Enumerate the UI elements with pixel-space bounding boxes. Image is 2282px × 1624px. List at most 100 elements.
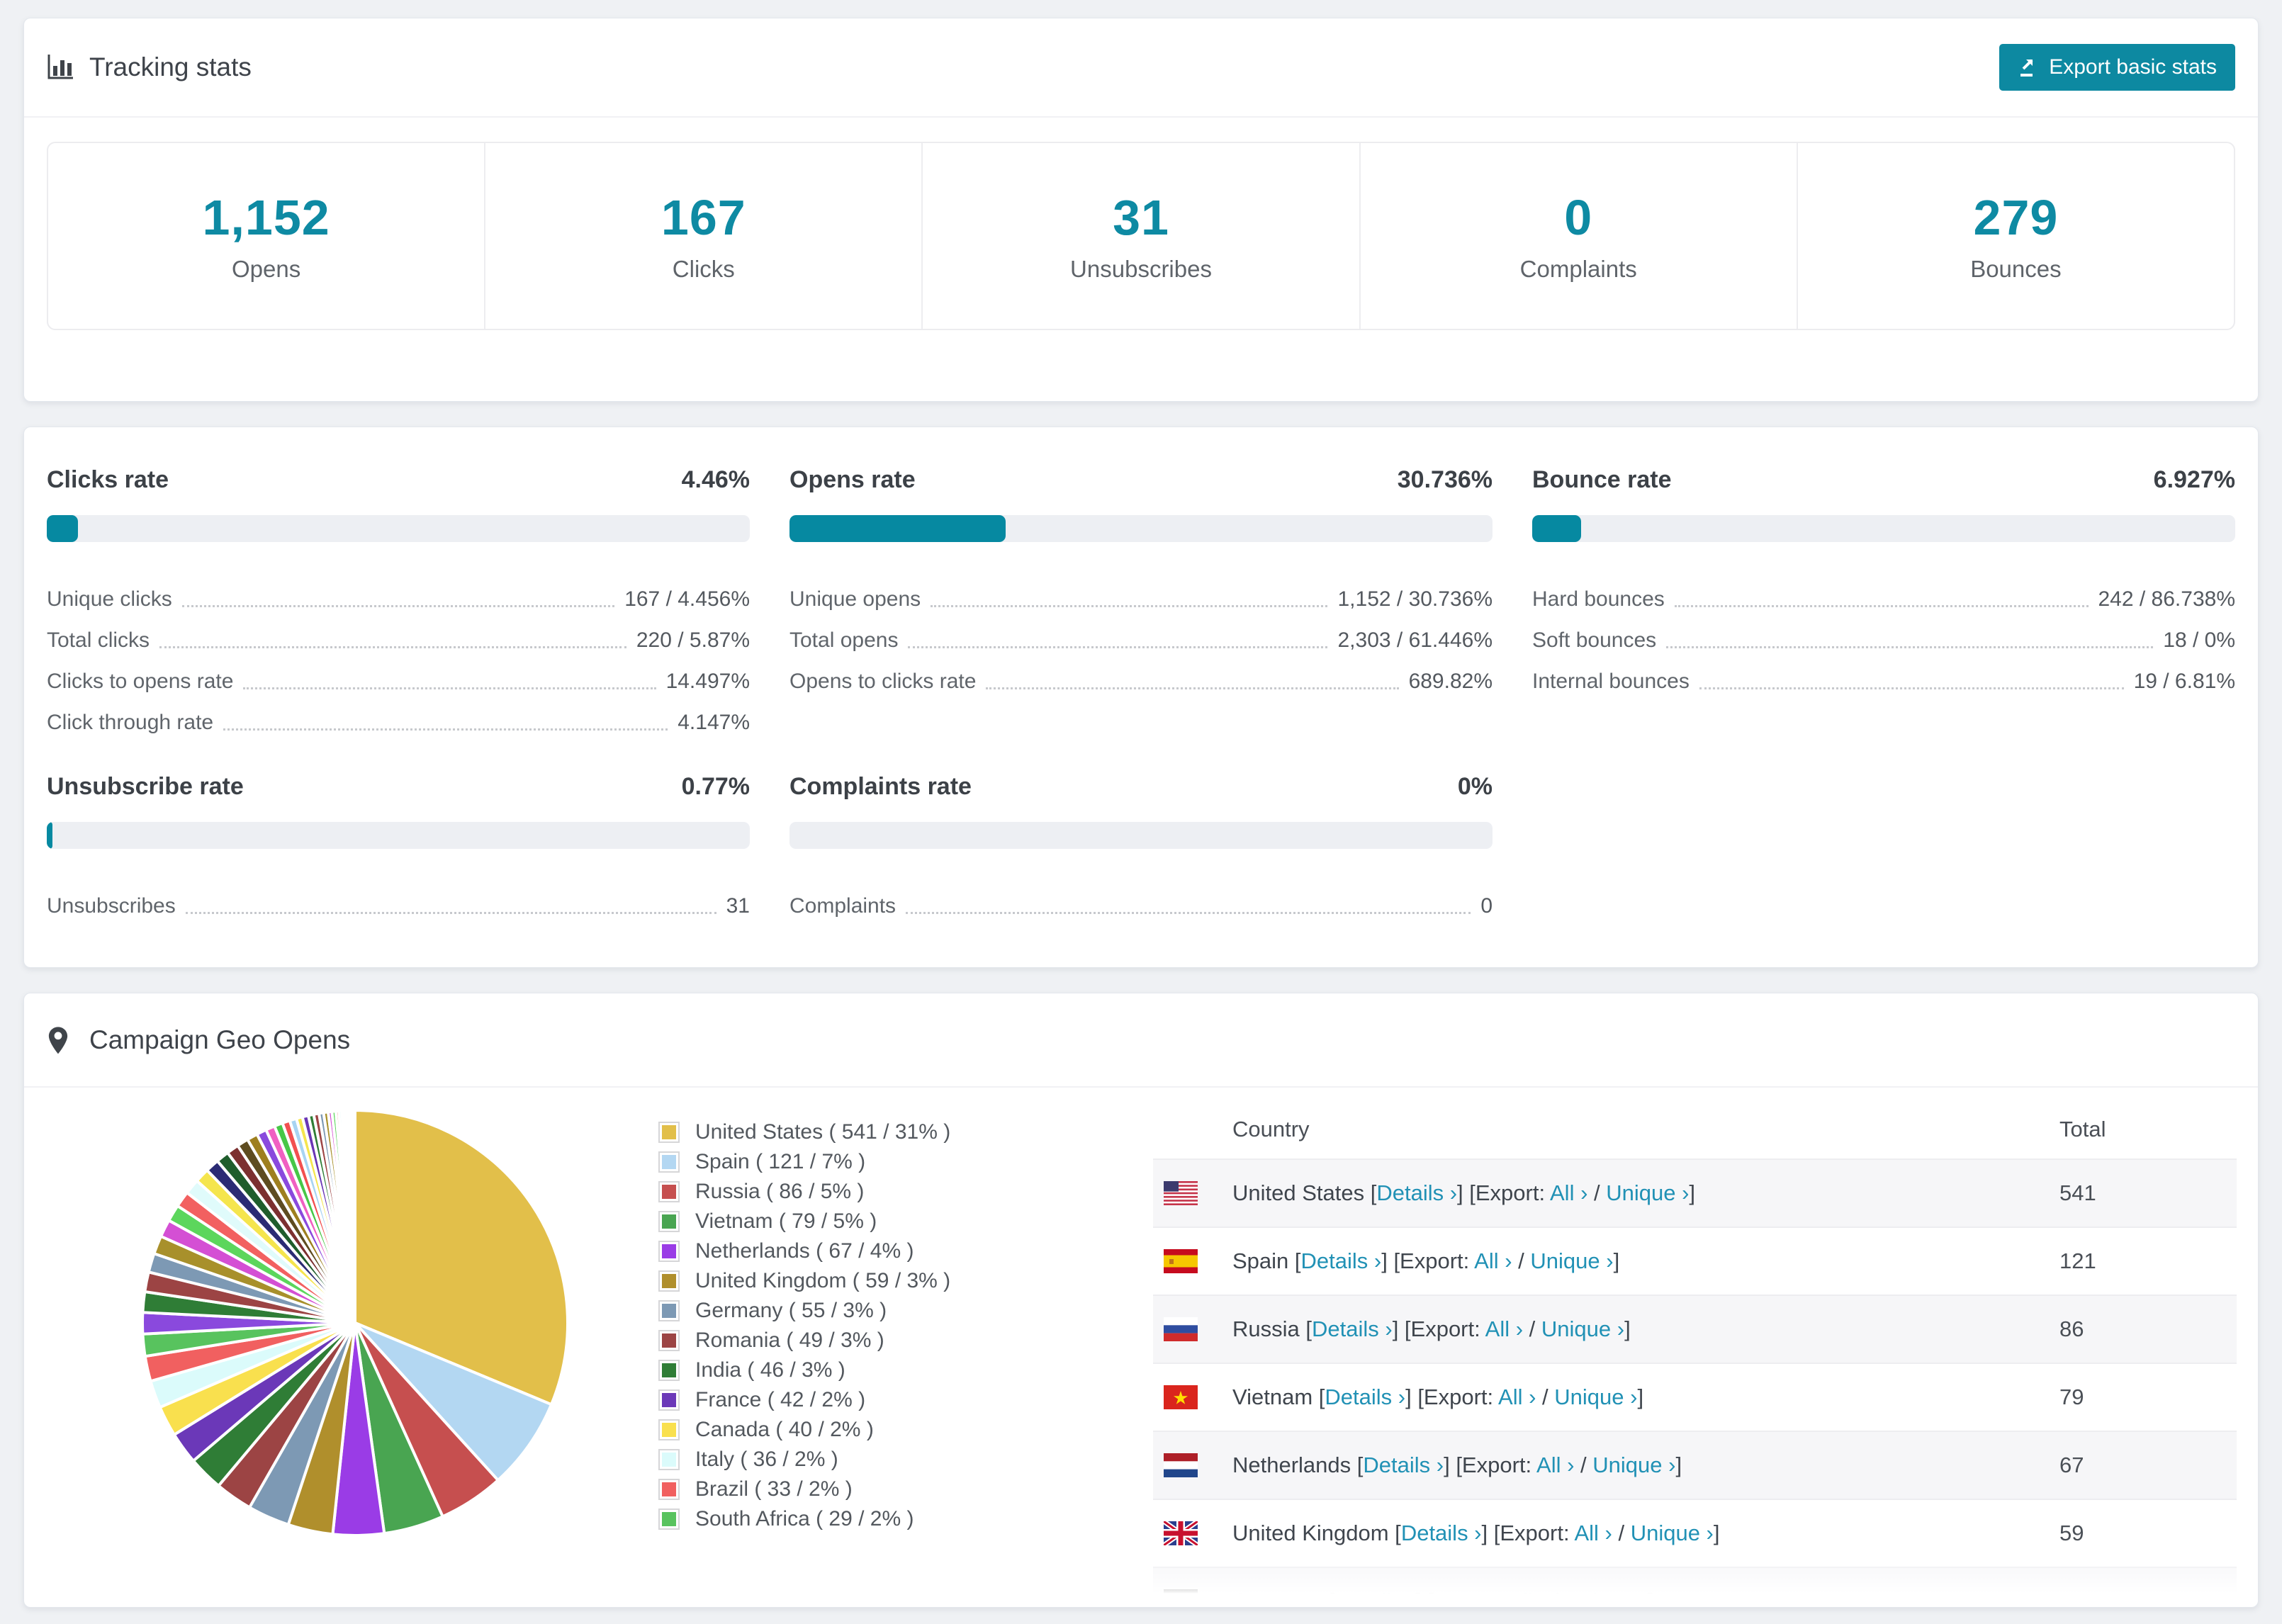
export-unique-link[interactable]: Unique › bbox=[1530, 1248, 1614, 1273]
dotted-leader bbox=[906, 912, 1471, 914]
legend-item: Vietnam ( 79 / 5% ) bbox=[658, 1207, 1118, 1236]
pie-slice bbox=[354, 1321, 553, 1482]
legend-item: Germany ( 55 / 3% ) bbox=[658, 1296, 1118, 1326]
page-title: Tracking stats bbox=[89, 52, 252, 81]
rate-row: Unique opens 1,152 / 30.736% bbox=[789, 573, 1493, 614]
rate-progress-fill bbox=[47, 822, 52, 849]
details-link[interactable]: Details › bbox=[1376, 1180, 1458, 1205]
export-all-link[interactable]: All › bbox=[1574, 1521, 1612, 1545]
dotted-leader bbox=[931, 605, 1328, 607]
export-unique-link[interactable]: Unique › bbox=[1554, 1385, 1638, 1409]
country-cell: Russia [Details ›] [Export: All › / Uniq… bbox=[1232, 1316, 1631, 1341]
export-all-link[interactable]: All › bbox=[1485, 1316, 1524, 1341]
legend-swatch bbox=[658, 1241, 680, 1262]
export-icon bbox=[2018, 57, 2039, 78]
country-name: Russia [ bbox=[1232, 1316, 1312, 1341]
export-unique-link[interactable]: Unique › bbox=[1606, 1180, 1690, 1205]
legend-swatch bbox=[658, 1330, 680, 1351]
country-flag-es bbox=[1164, 1249, 1198, 1273]
rate-row-value: 31 bbox=[726, 894, 750, 918]
details-link[interactable]: Details › bbox=[1300, 1248, 1382, 1273]
rate-progress-fill bbox=[47, 515, 79, 542]
export-unique-link[interactable]: Unique › bbox=[1630, 1521, 1714, 1545]
total-value: 121 bbox=[2059, 1248, 2096, 1273]
rate-row: Complaints 0 bbox=[789, 880, 1493, 921]
rate-rows: Unique opens 1,152 / 30.736% Total opens 2,… bbox=[789, 573, 1493, 697]
rate-row-label: Clicks to opens rate bbox=[47, 670, 234, 693]
column-header-total: Total bbox=[2059, 1117, 2106, 1141]
rate-section-clicks-rate: Clicks rate 4.46% Unique clicks 167 / 4.456… bbox=[47, 466, 750, 738]
rate-row-label: Unsubscribes bbox=[47, 894, 176, 918]
export-all-link[interactable]: All › bbox=[1498, 1385, 1536, 1409]
legend-label: Italy ( 36 / 2% ) bbox=[695, 1448, 838, 1471]
stat-value: 167 bbox=[661, 190, 746, 245]
country-flag-ru bbox=[1164, 1317, 1198, 1341]
legend-label: France ( 42 / 2% ) bbox=[695, 1388, 866, 1411]
legend-item: India ( 46 / 3% ) bbox=[658, 1355, 1118, 1385]
legend-label: United States ( 541 / 31% ) bbox=[695, 1120, 951, 1144]
rate-row: Internal bounces 19 / 6.81% bbox=[1532, 655, 2235, 697]
rate-value: 0% bbox=[1457, 773, 1493, 800]
tracking-stats-title-wrap: Tracking stats bbox=[47, 52, 252, 82]
export-basic-stats-button[interactable]: Export basic stats bbox=[1999, 44, 2235, 91]
legend-item: Netherlands ( 67 / 4% ) bbox=[658, 1236, 1118, 1266]
rate-row-value: 18 / 0% bbox=[2163, 628, 2235, 652]
details-link[interactable]: Details › bbox=[1363, 1453, 1444, 1477]
rate-progress-track bbox=[47, 822, 750, 849]
export-all-link[interactable]: All › bbox=[1474, 1248, 1512, 1273]
geo-title: Campaign Geo Opens bbox=[89, 1025, 351, 1054]
details-link[interactable]: Details › bbox=[1334, 1589, 1416, 1608]
rate-row-value: 14.497% bbox=[665, 670, 750, 693]
export-unique-link[interactable]: Unique › bbox=[1564, 1589, 1648, 1608]
details-link[interactable]: Details › bbox=[1400, 1521, 1482, 1545]
stat-cell-unsubscribes: 31 Unsubscribes bbox=[921, 143, 1359, 329]
rate-name: Clicks rate bbox=[47, 466, 169, 493]
export-all-link[interactable]: All › bbox=[1508, 1589, 1546, 1608]
rate-row: Opens to clicks rate 689.82% bbox=[789, 655, 1493, 697]
rate-row-label: Hard bounces bbox=[1532, 587, 1665, 611]
legend-label: Canada ( 40 / 2% ) bbox=[695, 1418, 874, 1441]
rate-row: Hard bounces 242 / 86.738% bbox=[1532, 573, 2235, 614]
rate-rows: Hard bounces 242 / 86.738% Soft bounces 18 … bbox=[1532, 573, 2235, 697]
legend-swatch bbox=[658, 1360, 680, 1381]
rate-section-unsubscribe-rate: Unsubscribe rate 0.77% Unsubscribes 31 bbox=[47, 773, 750, 921]
table-row-es: Spain [Details ›] [Export: All › / Uniqu… bbox=[1153, 1227, 2237, 1295]
country-flag-vn bbox=[1164, 1385, 1198, 1409]
rate-value: 0.77% bbox=[681, 773, 750, 800]
export-unique-link[interactable]: Unique › bbox=[1592, 1453, 1676, 1477]
rate-progress-fill bbox=[789, 515, 1006, 542]
legend-label: Romania ( 49 / 3% ) bbox=[695, 1329, 884, 1352]
rate-rows: Unique clicks 167 / 4.456% Total clicks 220… bbox=[47, 573, 750, 738]
rate-row: Clicks to opens rate 14.497% bbox=[47, 655, 750, 697]
stat-value: 279 bbox=[1973, 190, 2059, 245]
details-link[interactable]: Details › bbox=[1311, 1316, 1393, 1341]
country-cell: Vietnam [Details ›] [Export: All › / Uni… bbox=[1232, 1385, 1644, 1409]
stat-value: 31 bbox=[1113, 190, 1169, 245]
country-name: United States [ bbox=[1232, 1180, 1377, 1205]
geo-table-header: Country Total bbox=[1153, 1100, 2237, 1158]
column-header-country: Country bbox=[1232, 1117, 1310, 1141]
rate-progress-track bbox=[1532, 515, 2235, 542]
export-all-link[interactable]: All › bbox=[1536, 1453, 1575, 1477]
stat-cell-bounces: 279 Bounces bbox=[1796, 143, 2234, 329]
rate-progress-fill bbox=[1532, 515, 1581, 542]
rate-head: Bounce rate 6.927% bbox=[1532, 466, 2235, 494]
legend-item: United States ( 541 / 31% ) bbox=[658, 1117, 1118, 1147]
total-value: 541 bbox=[2059, 1180, 2096, 1205]
country-cell: United Kingdom [Details ›] [Export: All … bbox=[1232, 1521, 1720, 1545]
rate-row: Unique clicks 167 / 4.456% bbox=[47, 573, 750, 614]
legend-swatch bbox=[658, 1270, 680, 1292]
details-link[interactable]: Details › bbox=[1325, 1385, 1406, 1409]
rate-progress-track bbox=[789, 822, 1493, 849]
rate-row-label: Soft bounces bbox=[1532, 628, 1657, 652]
legend-item: Italy ( 36 / 2% ) bbox=[658, 1445, 1118, 1474]
export-all-link[interactable]: All › bbox=[1550, 1180, 1588, 1205]
rate-row-value: 167 / 4.456% bbox=[624, 587, 750, 611]
country-cell: Germany [Details ›] [Export: All › / Uni… bbox=[1232, 1589, 2059, 1608]
total-value: 67 bbox=[2059, 1453, 2084, 1477]
dotted-leader bbox=[908, 646, 1328, 648]
export-unique-link[interactable]: Unique › bbox=[1541, 1316, 1625, 1341]
geo-pie-chart bbox=[135, 1103, 575, 1543]
rate-section-opens-rate: Opens rate 30.736% Unique opens 1,152 / 30.… bbox=[789, 466, 1493, 738]
rate-row-value: 220 / 5.87% bbox=[636, 628, 750, 652]
